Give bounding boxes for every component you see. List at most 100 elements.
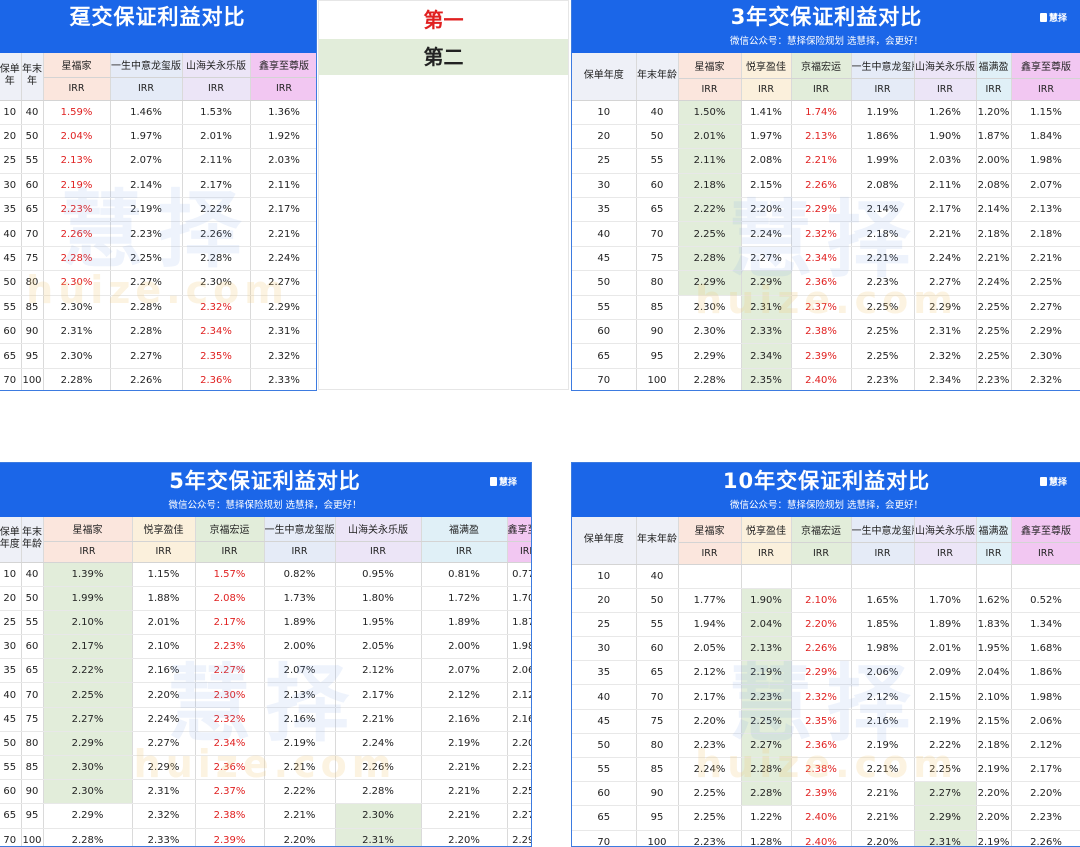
cell-irr-value: 2.34% [182,319,251,345]
cell-irr-value: 2.35% [741,368,792,390]
product-header: 京福宏运 [195,517,265,542]
cell-policy-year: 65 [572,805,637,831]
irr-header: IRR [678,542,742,565]
cell-irr-value: 2.27% [132,731,196,757]
cell-policy-year: 30 [572,173,637,199]
brand-logo: 慧择 [1039,13,1067,24]
panel-title: 10年交保证利益对比 [722,469,931,493]
cell-irr-value: 2.28% [43,828,133,846]
table-row: 30 60 2.18% 2.15% 2.26% 2.08% 2.11% 2.08% 2.07% [572,173,1080,199]
cell-irr-value: 2.29% [1011,319,1080,345]
cell-irr-value: 1.26% [914,100,977,125]
cell-age: 75 [21,707,44,732]
cell-irr-value: 2.24% [914,246,977,272]
table-row: 45 75 2.28% 2.27% 2.34% 2.21% 2.24% 2.21% 2.21% [572,246,1080,272]
cell-irr-value: 1.80% [335,586,422,611]
cell-irr-value: 2.18% [851,221,915,247]
cell-irr-value: 2.28% [182,246,251,272]
cell-irr-value: 2.17% [182,173,251,199]
cell-policy-year: 70 [572,368,637,390]
table-row: 65 95 2.30% 2.27% 2.35% 2.32% [0,343,316,369]
cell-irr-value: 2.21% [250,221,316,247]
cell-irr-value: 2.37% [195,779,265,805]
cell-irr-value: 2.28% [741,757,792,783]
cell-irr-value: 2.22% [914,733,977,759]
cell-age: 55 [636,612,679,638]
cell-irr-value: 2.29% [678,343,742,369]
cell-irr-value: 2.10% [132,634,196,660]
cell-irr-value: 2.29% [741,270,792,296]
cell-age: 75 [21,246,44,272]
cell-irr-value: 2.11% [182,148,251,174]
cell-age: 40 [21,100,44,125]
cell-irr-value: 2.34% [741,343,792,369]
cell-irr-value: 2.30% [43,295,111,321]
product-header: 福满盈 [421,517,508,542]
cell-irr-value: 2.05% [678,636,742,662]
cell-irr-value: 1.39% [43,562,133,587]
irr-header: IRR [421,541,508,563]
cell-age: 65 [636,197,679,223]
table-row: 55 85 2.24% 2.28% 2.38% 2.21% 2.25% 2.19% 2.17% [572,757,1080,783]
cell-irr-value: 2.07% [1011,173,1080,199]
cell-policy-year: 30 [0,173,22,199]
cell-irr-value: 2.25% [851,319,915,345]
cell-irr-value: 2.39% [791,781,852,807]
irr-header: IRR [976,542,1012,565]
irr-table-wrap: 保单年度年末年龄星福家悦享盈佳京福宏运一生中意龙玺版山海关永乐版福满盈鑫享至尊版… [0,517,531,846]
cell-age: 95 [636,805,679,831]
cell-age: 55 [21,148,44,174]
cell-irr-value: 2.28% [335,779,422,805]
cell-age: 60 [636,636,679,662]
product-header: 山海关永乐版 [914,53,977,79]
cell-irr-value: 2.24% [132,707,196,732]
cell-age: 75 [636,709,679,734]
cell-irr-value: 2.04% [976,660,1012,686]
cell-irr-value: 2.09% [914,660,977,686]
cell-irr-value [678,564,742,589]
cell-irr-value: 2.35% [791,709,852,734]
table-row: 20 50 1.77% 1.90% 2.10% 1.65% 1.70% 1.62% 0.52% [572,588,1080,613]
cell-irr-value: 2.18% [678,173,742,199]
cell-irr-value: 2.21% [914,221,977,247]
cell-irr-value: 1.98% [507,634,531,660]
cell-irr-value: 2.15% [914,684,977,710]
cell-irr-value: 2.23% [195,634,265,660]
title-banner: 趸交保证利益对比 [0,0,316,53]
cell-irr-value: 2.34% [914,368,977,390]
table-row: 30 60 2.05% 2.13% 2.26% 1.98% 2.01% 1.95% 1.68% [572,636,1080,662]
cell-irr-value: 2.16% [851,709,915,734]
cell-irr-value: 2.20% [791,612,852,638]
column-header-age: 年末年 [21,53,44,101]
cell-policy-year: 55 [572,757,637,783]
panel-title: 3年交保证利益对比 [730,5,923,29]
header-row-products: 保单年度年末年龄星福家悦享盈佳京福宏运一生中意龙玺版山海关永乐版福满盈鑫享至尊版 [572,53,1080,101]
cell-irr-value: 2.20% [976,781,1012,807]
cell-irr-value: 2.16% [132,658,196,684]
cell-irr-value: 2.12% [507,682,531,708]
cell-irr-value: 2.25% [741,709,792,734]
cell-irr-value: 2.24% [250,246,316,272]
cell-irr-value: 2.27% [43,707,133,732]
cell-irr-value: 2.38% [195,803,265,829]
cell-irr-value: 2.34% [791,246,852,272]
cell-irr-value: 2.29% [791,660,852,686]
irr-header: IRR [741,542,792,565]
irr-header: IRR [1011,542,1080,565]
cell-policy-year: 60 [0,319,22,345]
product-header: 一生中意龙玺版 [851,517,915,543]
cell-irr-value: 2.27% [914,270,977,296]
cell-policy-year: 20 [0,124,22,150]
product-header: 山海关永乐版 [914,517,977,543]
cell-irr-value: 2.15% [741,173,792,199]
cell-policy-year: 20 [572,588,637,613]
column-header-policy-year: 保单年度 [572,517,637,565]
cell-irr-value: 2.27% [110,343,183,369]
cell-irr-value: 2.30% [678,295,742,321]
cell-irr-value: 0.52% [1011,588,1080,613]
cell-irr-value: 2.20% [132,682,196,708]
cell-irr-value: 2.23% [678,830,742,846]
title-banner: 10年交保证利益对比 微信公众号：慧择保险规划 选慧择，会更好！ 慧择 [572,463,1080,517]
irr-table: 保单年度年末年龄星福家悦享盈佳京福宏运一生中意龙玺版山海关永乐版福满盈鑫享至尊版… [0,517,531,846]
